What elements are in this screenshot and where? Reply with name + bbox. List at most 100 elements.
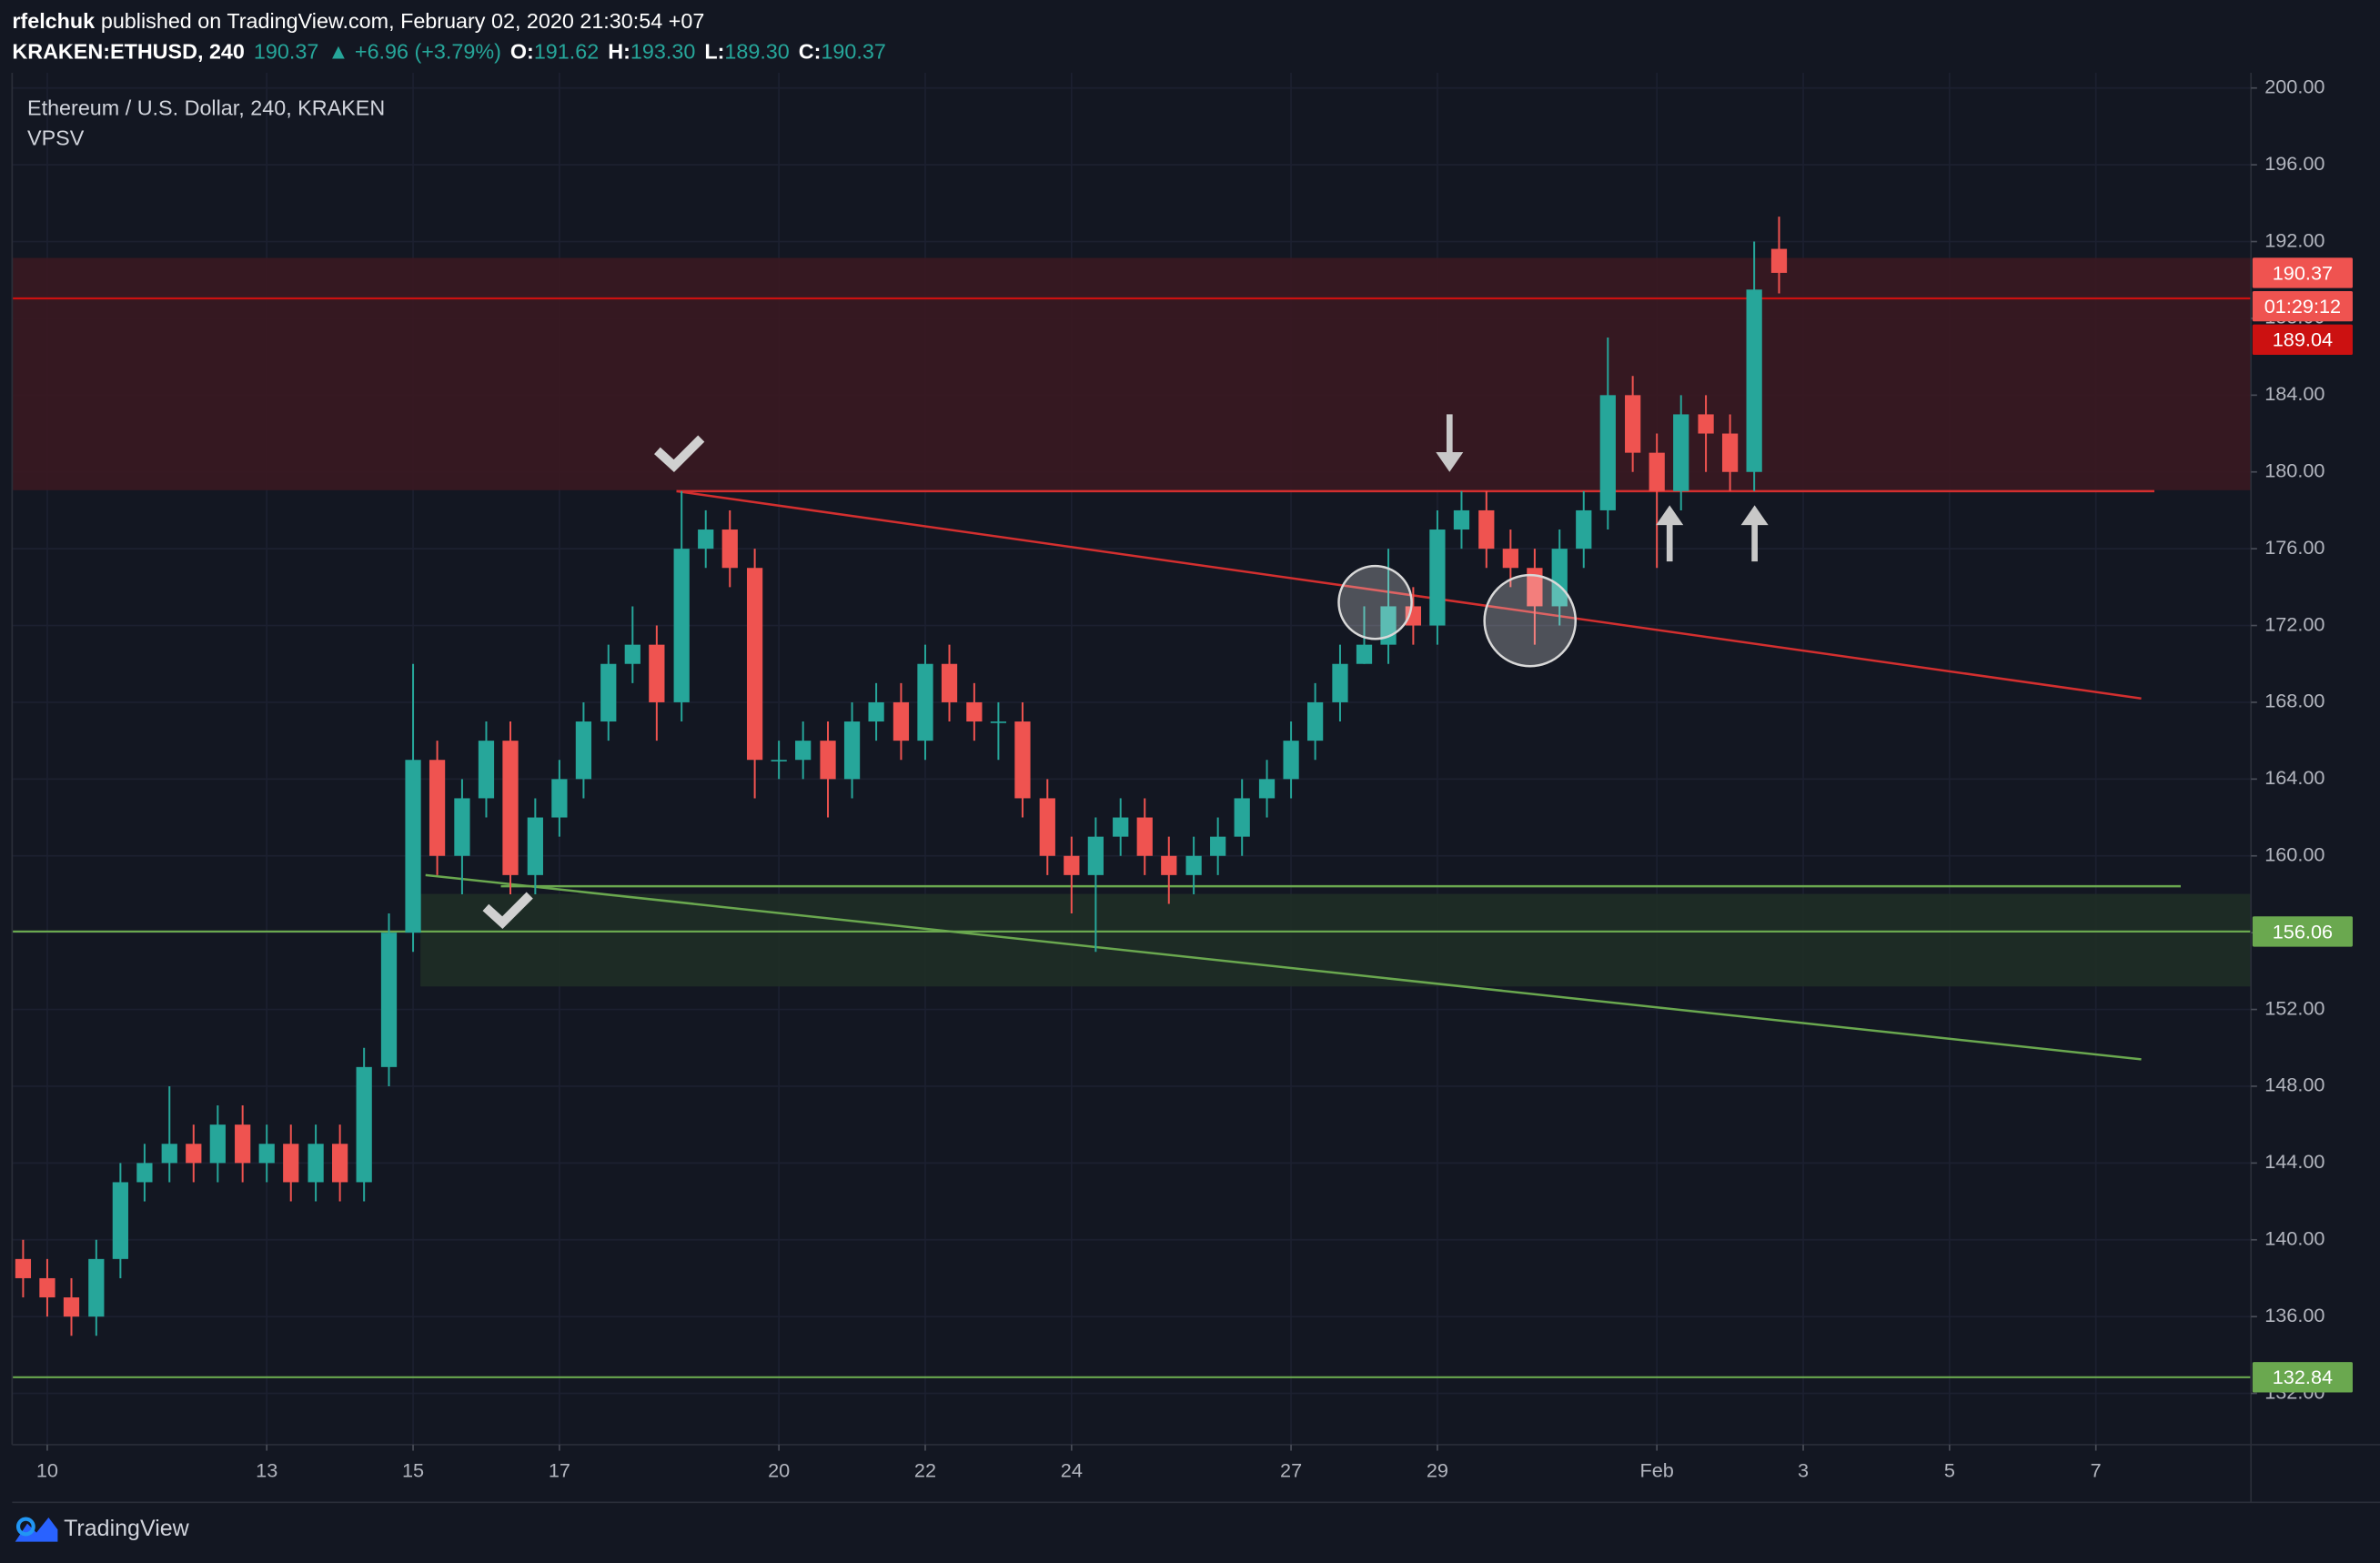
y-tick-label: 192.00 xyxy=(2264,228,2325,251)
level-label-box xyxy=(2252,916,2353,947)
candle-body xyxy=(454,798,470,856)
candle-body xyxy=(1064,855,1080,875)
x-tick-label: 7 xyxy=(2091,1459,2102,1482)
candle-body xyxy=(843,721,861,780)
header-line1: rfelchuk published on TradingView.com, Fe… xyxy=(12,9,704,33)
candle-body xyxy=(966,701,983,722)
candle-body xyxy=(136,1163,153,1183)
author: rfelchuk xyxy=(12,9,95,33)
checkmark xyxy=(654,435,705,472)
candle-body xyxy=(283,1144,299,1183)
ohlc-value: 189.30 xyxy=(724,40,789,64)
candle-body xyxy=(1429,529,1446,626)
candle-body xyxy=(112,1182,128,1259)
candle-body xyxy=(1356,644,1373,664)
candle-body xyxy=(88,1258,105,1317)
candle-body xyxy=(600,663,617,722)
level-label-box xyxy=(2252,1362,2353,1393)
x-tick-label: 22 xyxy=(914,1459,936,1482)
change: ▲ +6.96 (+3.79%) xyxy=(328,40,501,64)
candle-body xyxy=(1770,248,1788,273)
candle-body xyxy=(1478,509,1495,550)
candle-body xyxy=(746,568,763,761)
candle-body xyxy=(1746,289,1762,472)
countdown-label: 01:29:12 xyxy=(2264,295,2341,318)
candle-body xyxy=(1113,817,1129,837)
candle-body xyxy=(698,529,714,550)
ohlc-value: 193.30 xyxy=(630,40,695,64)
candle-body xyxy=(892,701,910,741)
x-tick-label: 3 xyxy=(1798,1459,1809,1482)
candle-body xyxy=(820,741,836,780)
x-tick-label: 5 xyxy=(1944,1459,1955,1482)
candle-body xyxy=(624,644,640,664)
candle-body xyxy=(502,741,519,875)
logo-icon xyxy=(15,1517,35,1537)
level-label-box xyxy=(2252,324,2353,355)
candle-body xyxy=(380,933,398,1067)
candle-body xyxy=(551,779,568,818)
ohlc-label: C: xyxy=(799,40,822,64)
candle-body xyxy=(575,721,592,780)
x-tick-label: 29 xyxy=(1427,1459,1448,1482)
level-label: 132.84 xyxy=(2273,1366,2333,1388)
candle-body xyxy=(990,721,1007,723)
candle-body xyxy=(941,663,958,702)
footer-logo xyxy=(15,1517,58,1542)
last-price-label: 190.37 xyxy=(2273,261,2333,284)
last-price: 190.37 xyxy=(254,40,318,64)
candle-body xyxy=(161,1144,177,1164)
candle-body xyxy=(1210,836,1226,856)
candle-body xyxy=(1185,855,1202,875)
candle-body xyxy=(308,1144,324,1183)
candle-body xyxy=(429,760,446,856)
candle-body xyxy=(1502,549,1518,569)
y-tick-label: 200.00 xyxy=(2264,75,2325,97)
y-tick-label: 196.00 xyxy=(2264,152,2325,175)
y-tick-label: 164.00 xyxy=(2264,766,2325,789)
candle-body xyxy=(771,760,787,761)
ohlc-value: 191.62 xyxy=(534,40,599,64)
candle-body xyxy=(1698,414,1714,434)
candle-body xyxy=(258,1144,275,1164)
arrow-head xyxy=(1740,505,1769,526)
candle-body xyxy=(673,549,690,702)
published: published on TradingView.com, February 0… xyxy=(101,9,704,33)
candle-body xyxy=(209,1124,226,1164)
ohlc-value: 190.37 xyxy=(821,40,885,64)
candle-body xyxy=(1551,549,1568,607)
indicator-label: VPSV xyxy=(27,126,85,150)
candle-body xyxy=(235,1124,251,1164)
arrow-head xyxy=(1656,505,1684,526)
chart-title: Ethereum / U.S. Dollar, 240, KRAKEN xyxy=(27,96,385,119)
candle-body xyxy=(1673,414,1689,491)
drawn-line xyxy=(676,489,2142,700)
candle-body xyxy=(1721,433,1739,472)
symbol: KRAKEN:ETHUSD, 240 xyxy=(12,40,245,64)
y-tick-label: 144.00 xyxy=(2264,1150,2325,1173)
candle-body xyxy=(1014,721,1031,799)
candle-body xyxy=(63,1297,80,1317)
candle-body xyxy=(1161,855,1177,875)
drawn-line xyxy=(425,873,2142,1061)
candle-body xyxy=(1453,509,1470,530)
x-tick-label: 10 xyxy=(36,1459,58,1482)
candle-body xyxy=(1039,798,1055,856)
level-label: 156.06 xyxy=(2273,920,2333,943)
candle-body xyxy=(1649,452,1665,491)
candle-body xyxy=(1576,509,1592,550)
candle-body xyxy=(1527,568,1543,607)
y-tick-label: 168.00 xyxy=(2264,690,2325,712)
candle-body xyxy=(186,1144,202,1164)
candle-body xyxy=(795,741,812,761)
candle-body xyxy=(868,701,884,722)
y-tick-label: 176.00 xyxy=(2264,536,2325,559)
candle-body xyxy=(721,529,738,569)
countdown-label-box xyxy=(2252,290,2353,322)
candle-body xyxy=(1625,395,1641,453)
candle-body xyxy=(332,1144,348,1183)
ohlc-label: O: xyxy=(510,40,534,64)
x-tick-label: Feb xyxy=(1639,1459,1673,1482)
candle-body xyxy=(917,663,933,741)
